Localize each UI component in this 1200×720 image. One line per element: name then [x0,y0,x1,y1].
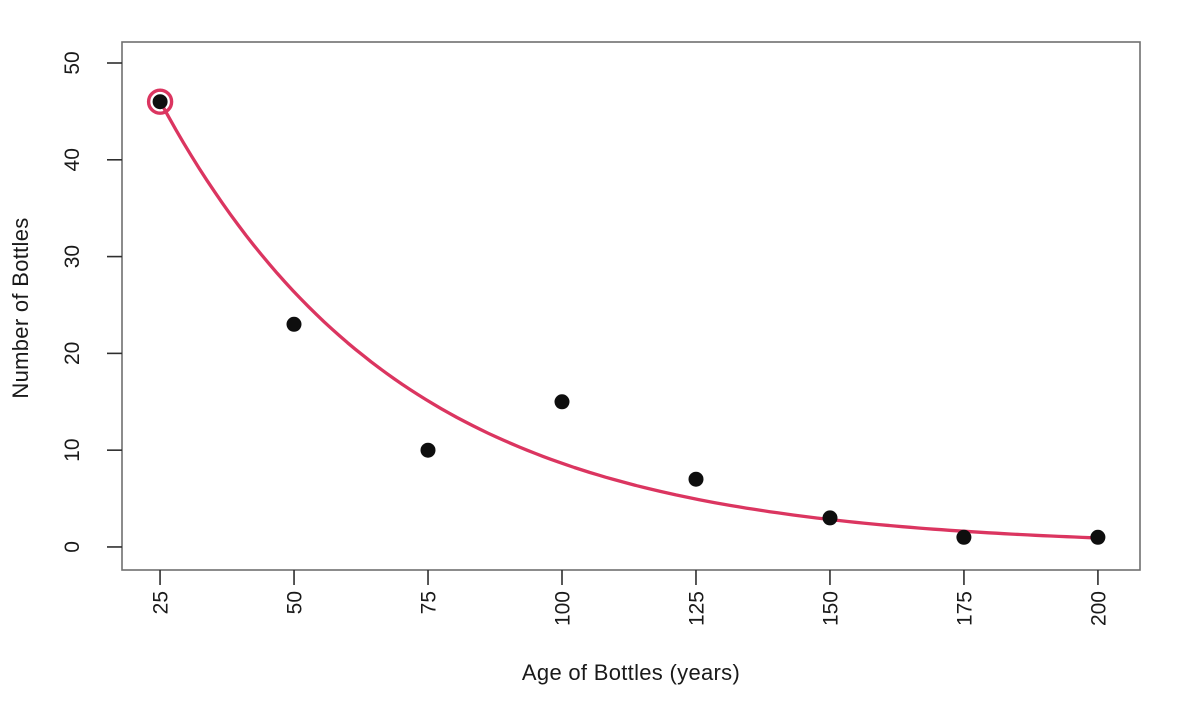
x-tick-label: 100 [551,591,574,626]
x-tick-label: 50 [284,591,307,614]
data-point [1090,529,1106,545]
y-tick-label: 50 [61,51,84,74]
data-point [688,471,704,487]
y-tick-label: 30 [61,245,84,268]
x-tick-label: 125 [685,591,708,626]
plot-box [121,41,1141,571]
y-axis-title: Number of Bottles [8,217,33,399]
data-point [554,394,570,410]
x-tick-label: 150 [819,591,842,626]
data-point [956,529,972,545]
x-tick-label: 175 [953,591,976,626]
highlight-ring [146,88,174,115]
data-point [822,510,838,526]
data-point [286,316,302,332]
data-point [152,94,168,110]
y-tick-label: 0 [61,541,84,553]
x-tick-label: 25 [150,591,173,614]
x-tick-label: 200 [1087,591,1110,626]
y-tick-label: 40 [61,148,84,171]
y-tick-label: 20 [61,342,84,365]
y-tick-label: 10 [61,438,84,461]
x-tick-label: 75 [418,591,441,614]
fit-curve [158,99,1100,540]
data-point [420,442,436,458]
x-axis-title: Age of Bottles (years) [521,660,741,685]
